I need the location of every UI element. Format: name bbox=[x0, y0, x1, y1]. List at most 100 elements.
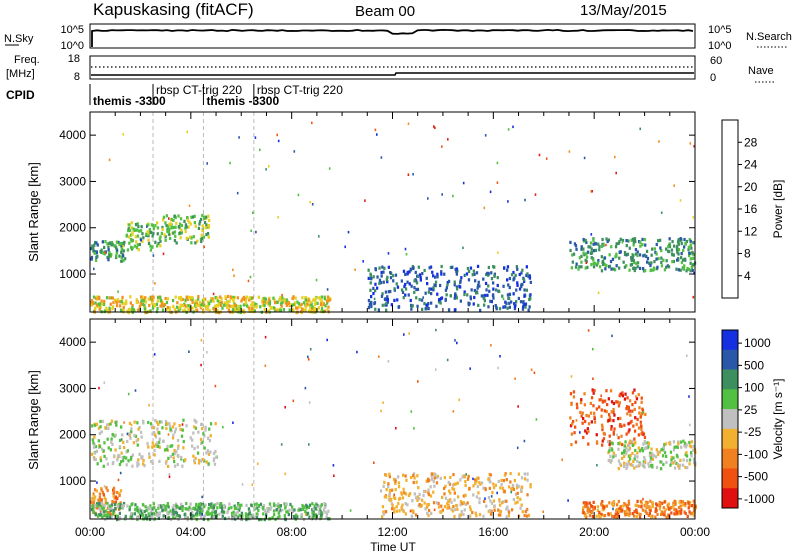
echo-cell bbox=[157, 422, 160, 427]
echo-cell bbox=[92, 500, 95, 504]
echo-cell bbox=[469, 295, 472, 299]
echo-cell bbox=[120, 438, 123, 441]
echo-cell bbox=[660, 264, 664, 268]
echo-cell bbox=[122, 258, 125, 262]
echo-cell bbox=[662, 258, 665, 262]
echo-cell bbox=[407, 173, 410, 176]
echo-cell bbox=[458, 513, 461, 518]
echo-cell bbox=[591, 515, 594, 519]
echo-cell bbox=[159, 296, 162, 300]
echo-cell bbox=[279, 504, 282, 508]
echo-cell bbox=[168, 473, 171, 476]
echo-cell bbox=[489, 473, 492, 477]
echo-cell bbox=[123, 445, 126, 449]
echo-cell bbox=[682, 439, 685, 443]
echo-cell bbox=[151, 234, 154, 238]
echo-cell bbox=[154, 282, 156, 285]
echo-cell bbox=[232, 304, 235, 308]
echo-cell bbox=[272, 296, 275, 300]
echo-cell bbox=[305, 512, 308, 516]
echo-cell bbox=[603, 409, 606, 413]
echo-cell bbox=[672, 456, 675, 460]
echo-cell bbox=[239, 304, 242, 308]
echo-cell bbox=[127, 227, 130, 231]
echo-cell bbox=[642, 460, 645, 464]
echo-cell bbox=[267, 300, 270, 304]
echo-cell bbox=[178, 296, 181, 300]
echo-cell bbox=[115, 423, 118, 427]
echo-cell bbox=[503, 473, 507, 477]
echo-cell bbox=[168, 309, 171, 313]
echo-cell bbox=[111, 305, 115, 309]
echo-cell bbox=[172, 231, 175, 235]
echo-cell bbox=[641, 243, 644, 247]
echo-cell bbox=[507, 510, 511, 514]
echo-cell bbox=[276, 300, 279, 304]
echo-cell bbox=[526, 272, 529, 276]
echo-cell bbox=[222, 303, 226, 307]
echo-cell bbox=[631, 237, 635, 241]
echo-cell bbox=[91, 502, 95, 506]
echo-cell bbox=[383, 495, 386, 499]
echo-cell bbox=[237, 307, 240, 311]
echo-cell bbox=[542, 510, 544, 513]
echo-cell bbox=[157, 295, 160, 299]
echo-cell bbox=[381, 505, 385, 509]
echo-cell bbox=[108, 515, 112, 519]
echo-cell bbox=[613, 268, 617, 272]
echo-cell bbox=[581, 508, 585, 513]
echo-cell bbox=[426, 511, 429, 515]
echo-cell bbox=[446, 502, 449, 506]
echo-cell bbox=[626, 252, 630, 256]
echo-cell bbox=[179, 303, 182, 307]
echo-cell bbox=[114, 506, 117, 511]
echo-cell bbox=[608, 434, 611, 438]
echo-cell bbox=[407, 122, 410, 125]
echo-cell bbox=[170, 217, 173, 221]
echo-cell bbox=[463, 290, 466, 294]
echo-cell bbox=[189, 295, 192, 299]
echo-cell bbox=[119, 471, 122, 475]
echo-cell bbox=[521, 268, 524, 272]
echo-cell bbox=[252, 513, 255, 517]
echo-cell bbox=[414, 496, 418, 500]
echo-cell bbox=[201, 495, 203, 499]
echo-cell bbox=[631, 439, 634, 443]
echo-cell bbox=[138, 515, 141, 519]
echo-cell bbox=[632, 459, 635, 463]
echo-cell bbox=[116, 458, 119, 462]
echo-cell bbox=[592, 404, 595, 408]
echo-cell bbox=[463, 508, 466, 512]
echo-cell bbox=[202, 235, 205, 239]
echo-cell bbox=[472, 484, 475, 488]
echo-cell bbox=[374, 282, 377, 286]
echo-cell bbox=[242, 295, 246, 299]
echo-cell bbox=[628, 441, 631, 445]
echo-cell bbox=[144, 300, 148, 304]
echo-cell bbox=[149, 230, 153, 234]
echo-cell bbox=[180, 434, 184, 438]
echo-cell bbox=[96, 254, 99, 258]
colorbar-tick-label: 20 bbox=[744, 180, 758, 194]
echo-cell bbox=[157, 444, 160, 448]
echo-cell bbox=[263, 296, 266, 300]
echo-cell bbox=[595, 407, 598, 411]
echo-cell bbox=[612, 401, 616, 406]
echo-cell bbox=[483, 303, 486, 307]
echo-cell bbox=[512, 270, 515, 275]
echo-cell bbox=[125, 456, 128, 460]
echo-cell bbox=[374, 128, 377, 132]
echo-cell bbox=[687, 506, 690, 510]
echo-cell bbox=[393, 510, 396, 514]
echo-cell bbox=[448, 482, 452, 486]
echo-cell bbox=[236, 304, 239, 308]
echo-cell bbox=[136, 438, 140, 442]
echo-cell bbox=[623, 265, 627, 269]
echo-cell bbox=[169, 454, 172, 459]
echo-cell bbox=[128, 421, 132, 425]
echo-cell bbox=[617, 510, 620, 514]
echo-cell bbox=[638, 449, 642, 453]
echo-cell bbox=[577, 267, 580, 271]
echo-cell bbox=[503, 266, 506, 270]
echo-cell bbox=[255, 516, 259, 520]
